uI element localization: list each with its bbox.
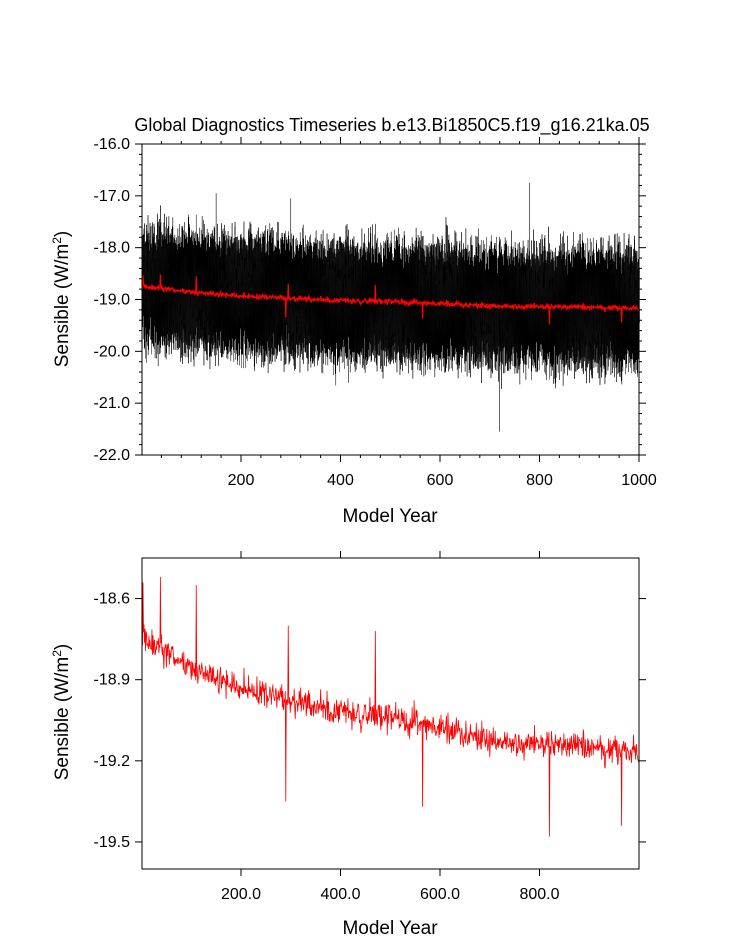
top-xtick-label: 1000: [621, 472, 657, 489]
top-y-axis-label-sup: 2: [50, 237, 64, 244]
bottom-y-axis-label-close: ): [52, 644, 73, 650]
bottom-x-axis-label: Model Year: [342, 918, 438, 939]
bottom-xtick-label: 200.0: [221, 886, 261, 903]
top-chart-title: Global Diagnostics Timeseries b.e13.Bi18…: [134, 115, 649, 136]
top-annual-line: [141, 274, 640, 325]
bottom-annual-series: [141, 576, 640, 837]
top-y-axis-label: Sensible (W/m2): [50, 231, 73, 368]
top-ytick-label: -17.0: [94, 188, 131, 205]
top-ytick-label: -19.0: [94, 292, 131, 309]
top-ytick-label: -21.0: [94, 395, 131, 412]
top-ytick-label: -20.0: [94, 343, 131, 360]
bottom-y-axis-label-main: Sensible (W/m: [52, 657, 73, 781]
bottom-xtick-label: 400.0: [320, 886, 360, 903]
bottom-y-axis-label: Sensible (W/m2): [50, 644, 73, 781]
bottom-xtick-label: 600.0: [420, 886, 460, 903]
top-x-axis-label: Model Year: [342, 506, 438, 527]
bottom-ytick-label: -18.9: [94, 672, 131, 689]
bottom-ytick-label: -19.2: [94, 753, 131, 770]
bottom-ytick-label: -18.6: [94, 591, 131, 608]
top-y-axis-label-main: Sensible (W/m: [52, 244, 73, 368]
top-axis-ticks: 200 400 600 800 1000 -22.0 -21.0 -20.0 -19.0 -18.…: [94, 136, 657, 489]
bottom-ytick-label: -19.5: [94, 834, 131, 851]
top-xtick-label: 400: [327, 472, 354, 489]
bottom-annual-line: [141, 576, 640, 837]
bottom-chart-panel: 200.0 400.0 600.0 800.0 -18.6 -18.9 -19.2 -19.5…: [50, 551, 646, 939]
top-annual-series: [141, 274, 640, 325]
top-monthly-line: [141, 205, 640, 389]
bottom-axis-ticks: 200.0 400.0 600.0 800.0 -18.6 -18.9 -19.2 -19.5: [94, 551, 646, 903]
top-y-axis-label-close: ): [52, 231, 73, 237]
top-monthly-series: [141, 182, 640, 432]
bottom-plot-frame: [141, 557, 640, 870]
top-ytick-label: -18.0: [94, 240, 131, 257]
top-xtick-label: 200: [228, 472, 255, 489]
bottom-xtick-label: 800.0: [519, 886, 559, 903]
top-xtick-label: 600: [427, 472, 454, 489]
top-ytick-label: -16.0: [94, 136, 131, 153]
bottom-y-axis-label-sup: 2: [50, 650, 64, 657]
top-chart-panel: Global Diagnostics Timeseries b.e13.Bi18…: [50, 115, 657, 527]
top-ytick-label: -22.0: [94, 447, 131, 464]
top-xtick-label: 800: [526, 472, 553, 489]
